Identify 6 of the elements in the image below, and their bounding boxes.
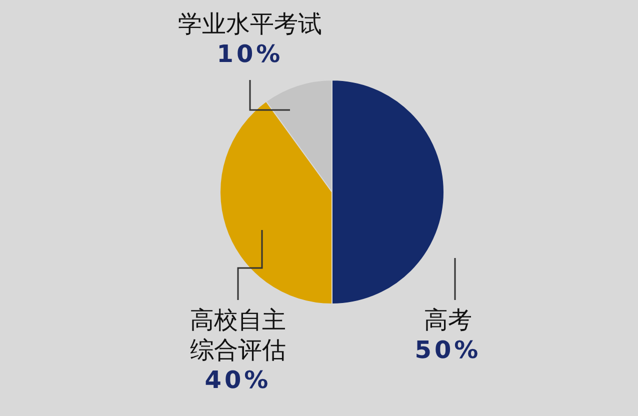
slice-label: 学业水平考试 [178,10,322,38]
data-label: 40% [204,366,272,394]
slice-label: 高校自主综合评估 [190,306,286,364]
data-label: 50% [414,336,482,364]
data-label: 10% [216,40,284,68]
slice-label: 高考 [424,306,472,334]
